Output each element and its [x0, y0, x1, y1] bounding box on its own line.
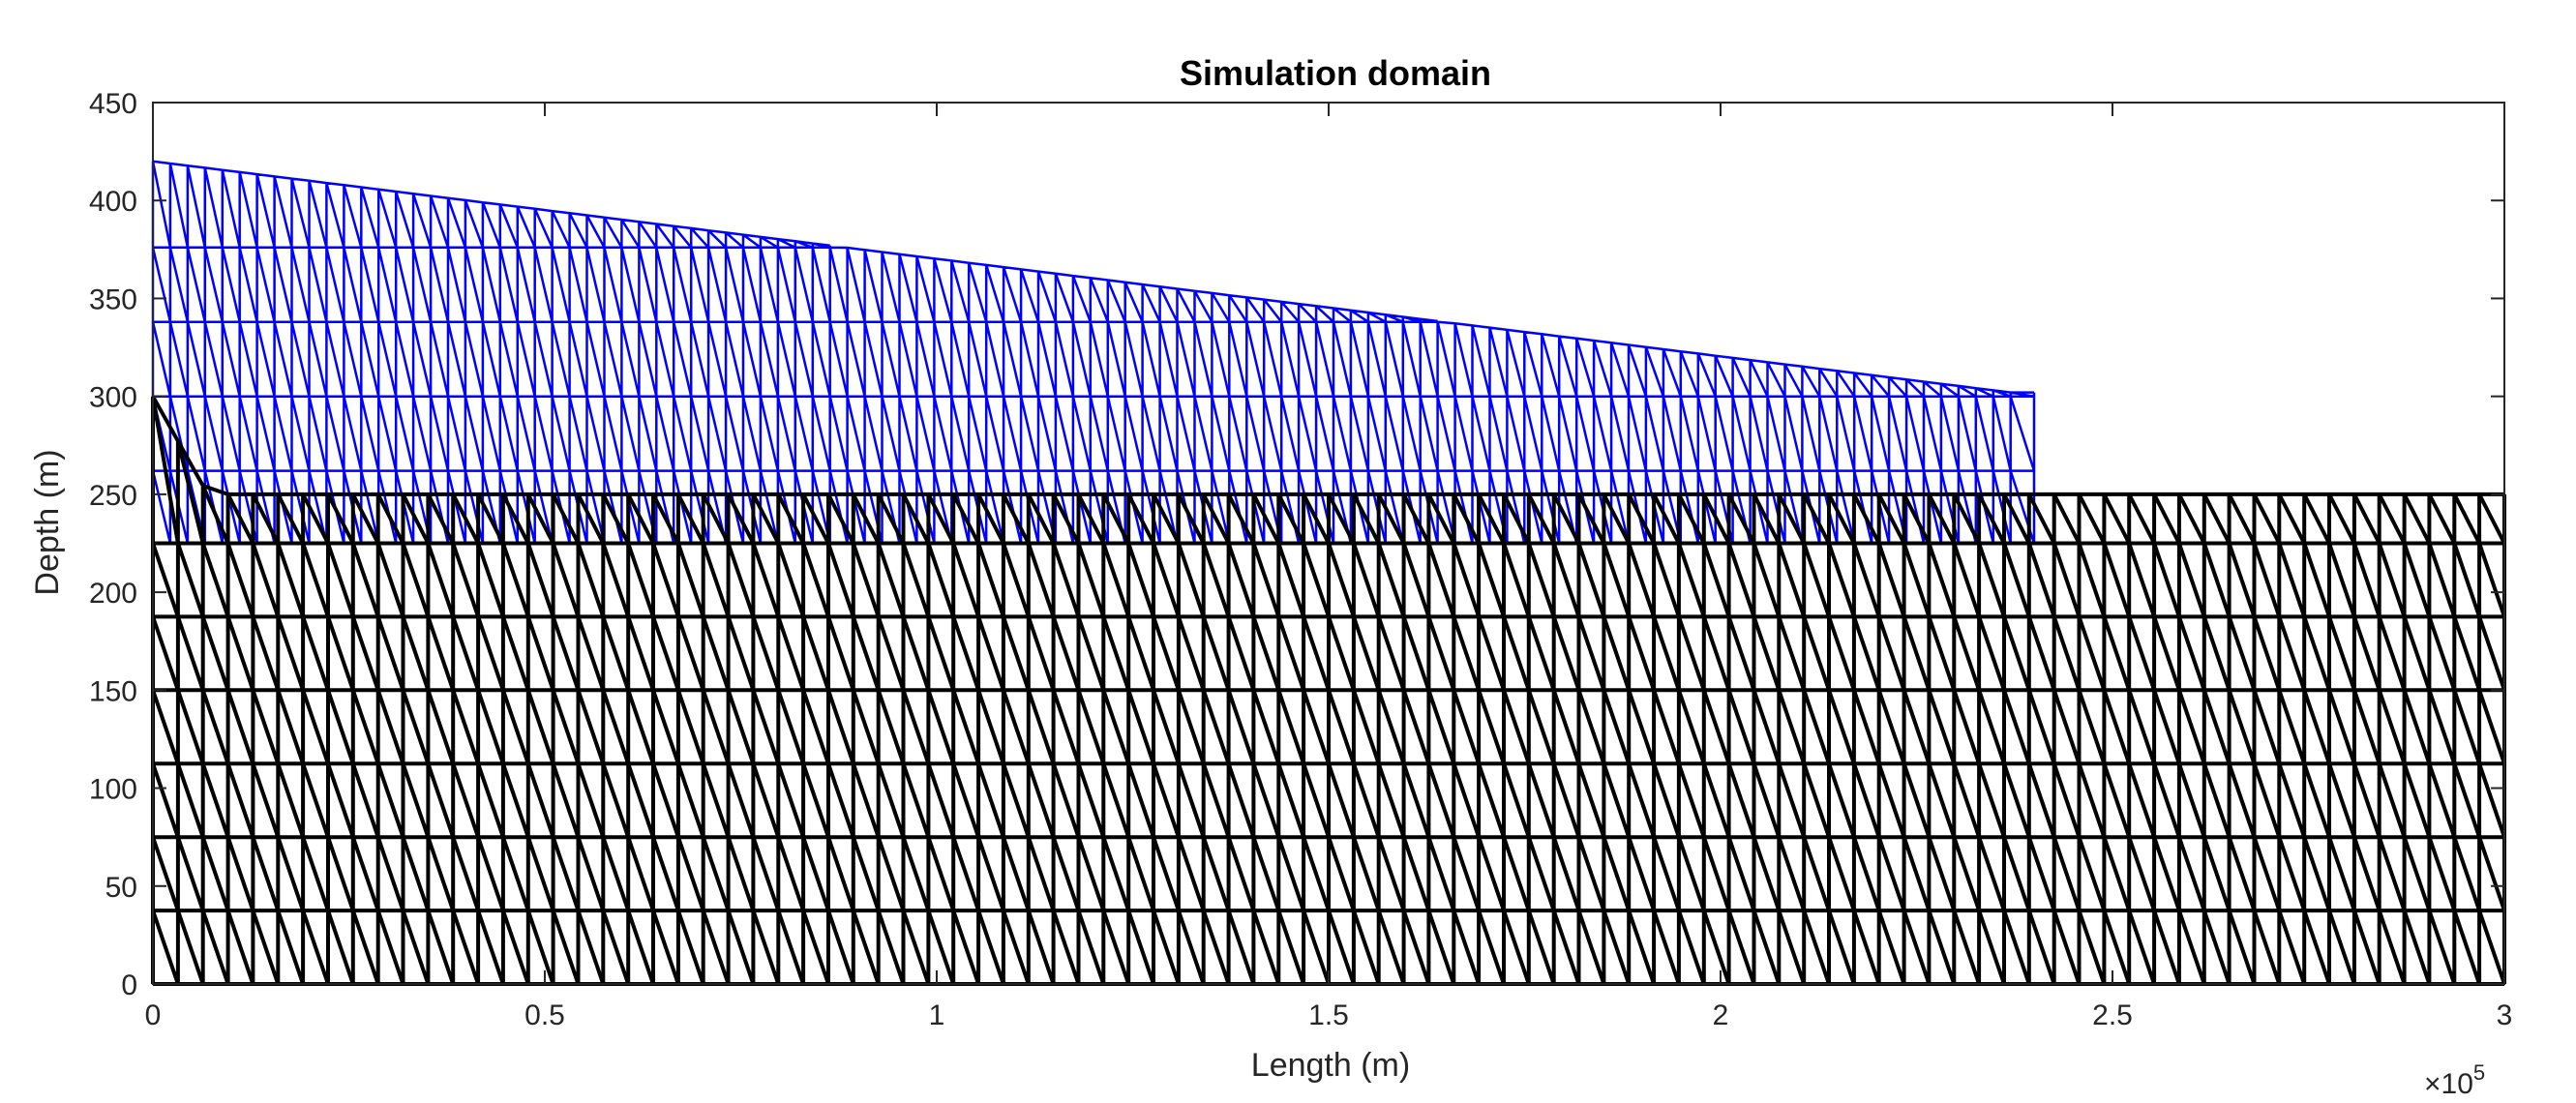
y-tick-label: 400	[89, 186, 137, 218]
x-tick-label: 2	[1713, 999, 1729, 1031]
axis-ticks: 0 0.5 1 1.5 2 2.5 3 0 50 100 150 200 250 300 350 400 450	[89, 88, 2512, 1031]
y-axis-label: Depth (m)	[29, 449, 66, 595]
chart-title: Simulation domain	[1180, 53, 1491, 93]
y-tick-label: 150	[89, 675, 137, 707]
y-tick-label: 100	[89, 774, 137, 806]
y-tick-label: 450	[89, 88, 137, 120]
x-tick-label: 2.5	[2092, 999, 2133, 1031]
x-tick-label: 1.5	[1308, 999, 1349, 1031]
x-tick-label: 0.5	[524, 999, 565, 1031]
x-tick-label: 0	[145, 999, 162, 1031]
y-tick-label: 250	[89, 480, 137, 512]
x-tick-label: 3	[2497, 999, 2513, 1031]
y-tick-label: 0	[121, 969, 137, 1001]
y-tick-label: 50	[105, 872, 137, 904]
x-axis-label: Length (m)	[1251, 1047, 1410, 1084]
x-axis-exponent: ×105	[2424, 1060, 2485, 1100]
x-tick-label: 1	[929, 999, 945, 1031]
x-axis-exponent-power: 5	[2473, 1060, 2485, 1085]
y-tick-label: 300	[89, 382, 137, 414]
x-axis-exponent-base: ×10	[2424, 1068, 2473, 1100]
y-tick-label: 200	[89, 578, 137, 610]
y-tick-label: 350	[89, 283, 137, 315]
